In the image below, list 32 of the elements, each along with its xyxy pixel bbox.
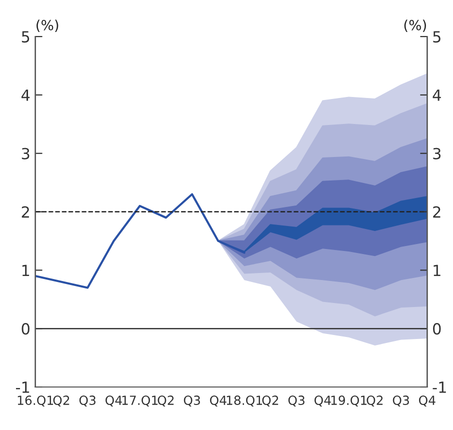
y2-tick-label: 4 [432,90,441,101]
x-tick-label: Q4 [314,396,331,406]
x-tick-label: Q3 [392,396,409,406]
x-tick-label: 18.Q1 [226,396,262,406]
y-tick-label: 5 [22,31,30,43]
y-tick-label: 3 [22,148,30,160]
y2-tick-label: 2 [433,206,440,218]
y2-tick-label: 0 [433,323,441,335]
y-tick-label: -1 [16,382,30,393]
y2-tick-label: 1 [434,264,440,276]
x-tick-label: Q3 [288,396,304,406]
y2-tick-label: -1 [432,382,446,393]
y-tick-label: 4 [22,90,30,101]
y2-tick-label: 3 [433,148,441,160]
x-tick-label: Q3 [79,396,96,406]
x-tick-label: 17.Q1 [122,396,158,406]
y-tick-label: 1 [22,264,30,276]
x-tick-label: Q4 [418,396,436,406]
y2-axis-title: (%) [404,20,426,32]
y-axis-title: (%) [36,20,58,32]
y-tick-label: 0 [22,323,30,335]
y2-tick-label: 5 [433,31,440,43]
x-tick-label: Q3 [184,396,200,406]
x-tick-label: Q2 [158,396,174,406]
x-tick-label: Q2 [53,396,70,406]
x-tick-label: Q4 [106,396,122,406]
x-tick-label: Q2 [262,396,278,406]
y-tick-label: 2 [22,206,29,218]
x-tick-label: 19.Q1 [331,396,366,406]
x-tick-label: Q4 [210,396,226,406]
x-tick-label: Q2 [366,396,383,406]
x-tick-label: 16.Q1 [18,396,54,406]
